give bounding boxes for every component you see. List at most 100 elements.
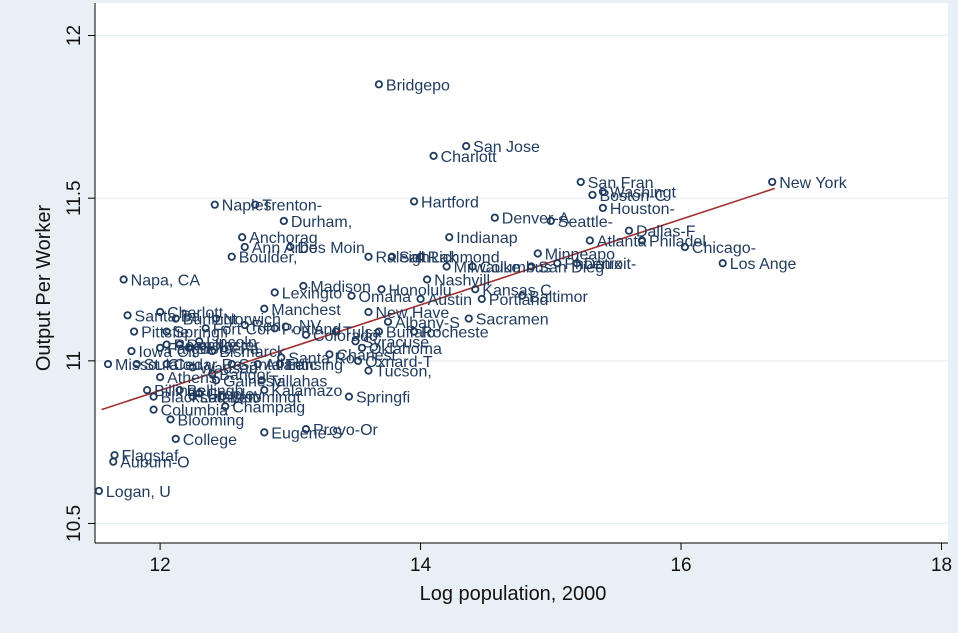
x-tick-label: 16 (670, 555, 691, 576)
data-point (175, 386, 184, 395)
point-label: Columbia (161, 403, 229, 420)
data-point (162, 340, 171, 349)
point-label: Charlest (336, 347, 396, 364)
point-label: Oxnard-T (365, 354, 433, 371)
data-point (429, 151, 438, 160)
point-label: Atlantic (265, 357, 317, 374)
point-label: Lincoln (206, 334, 257, 351)
point-label: Baltimor (529, 289, 588, 306)
point-label: Austin (428, 292, 472, 309)
data-point (188, 392, 197, 401)
point-label: Sacramen (476, 312, 549, 329)
data-point (127, 346, 136, 356)
point-label: Springfi (356, 390, 410, 407)
plot-area (95, 3, 948, 543)
point-label: Phoenix (564, 256, 622, 273)
point-label: Minneapo (545, 246, 615, 263)
y-tick-label: 10.5 (64, 505, 85, 542)
x-tick-label: 14 (410, 555, 432, 576)
point-label: Tucson, (375, 364, 431, 381)
point-label: St. Clou (144, 357, 201, 374)
data-point (119, 275, 128, 284)
point-label: Bloomingt (230, 390, 302, 407)
point-label: Boston-C (599, 188, 666, 205)
data-point (325, 350, 334, 359)
data-point (94, 486, 104, 496)
point-label: Tallahas (269, 373, 328, 390)
data-point (171, 314, 180, 323)
point-label: Norwich (223, 312, 281, 329)
data-point (227, 359, 236, 369)
point-label: Kansas C (482, 282, 551, 299)
y-axis-title: Output Per Worker (33, 204, 55, 371)
point-label: Denver-A (502, 211, 570, 228)
data-point (553, 259, 562, 268)
data-point (208, 346, 217, 356)
point-label: Detroit- (584, 256, 636, 273)
fit-line (101, 187, 776, 411)
point-label: Provo-Or (313, 422, 379, 439)
x-tick-label: 12 (150, 555, 171, 576)
data-point (364, 307, 373, 317)
data-point (212, 376, 221, 385)
data-point (416, 252, 425, 261)
point-label: Blooming (178, 412, 245, 429)
data-point (718, 259, 727, 268)
point-label: Portland (282, 321, 342, 338)
point-label: Albany-S (395, 315, 460, 332)
data-point (624, 226, 634, 235)
data-point (156, 372, 165, 382)
point-label: Nashvill (434, 273, 490, 290)
data-point (374, 80, 383, 89)
data-point (364, 366, 373, 375)
data-point (518, 291, 527, 300)
point-label: Champaig (232, 399, 305, 416)
point-label: San Dieg (538, 259, 604, 276)
data-point (377, 285, 386, 294)
data-point (195, 337, 204, 346)
data-point (477, 294, 486, 304)
point-label: Syracuse (362, 334, 429, 351)
data-point (490, 213, 499, 222)
data-point (331, 327, 341, 336)
data-point (221, 402, 230, 411)
data-point (162, 359, 171, 369)
data-point (270, 288, 279, 297)
point-label: Portland (489, 292, 549, 309)
point-label: Colorado (313, 328, 378, 345)
point-label: Buffalo (386, 325, 436, 342)
y-tick-label: 11.5 (64, 180, 85, 216)
point-label: Trenton- (262, 198, 322, 215)
point-label: Anchorag (249, 230, 318, 247)
y-tick-label: 11 (64, 351, 85, 371)
point-label: Salt Lak (399, 250, 458, 267)
point-label: Reno, NV (252, 318, 322, 335)
data-point (240, 242, 249, 252)
data-point (353, 356, 363, 365)
data-point (175, 340, 184, 349)
point-label: Greeley (206, 386, 262, 403)
y-tick-label: 12 (64, 25, 85, 46)
data-point (357, 343, 367, 352)
data-point (768, 177, 777, 187)
data-point (588, 190, 597, 200)
point-label: Des Moin (297, 240, 365, 257)
data-point (468, 262, 477, 271)
data-point (260, 304, 269, 313)
data-point (238, 233, 247, 242)
data-point (103, 359, 113, 369)
point-label: Santa Ba (135, 308, 201, 325)
point-label: Fargo (167, 341, 209, 358)
data-point (416, 294, 425, 304)
data-point (195, 389, 204, 398)
data-point (301, 425, 311, 434)
point-label: Lansing (287, 357, 343, 374)
data-point (598, 203, 607, 213)
data-point (286, 242, 295, 252)
point-label: Columbus (480, 259, 552, 276)
point-label: Bismarck (219, 344, 286, 361)
data-point (162, 327, 171, 336)
point-label: Missoula (115, 357, 178, 374)
point-label: Ann Arbo (252, 240, 318, 257)
